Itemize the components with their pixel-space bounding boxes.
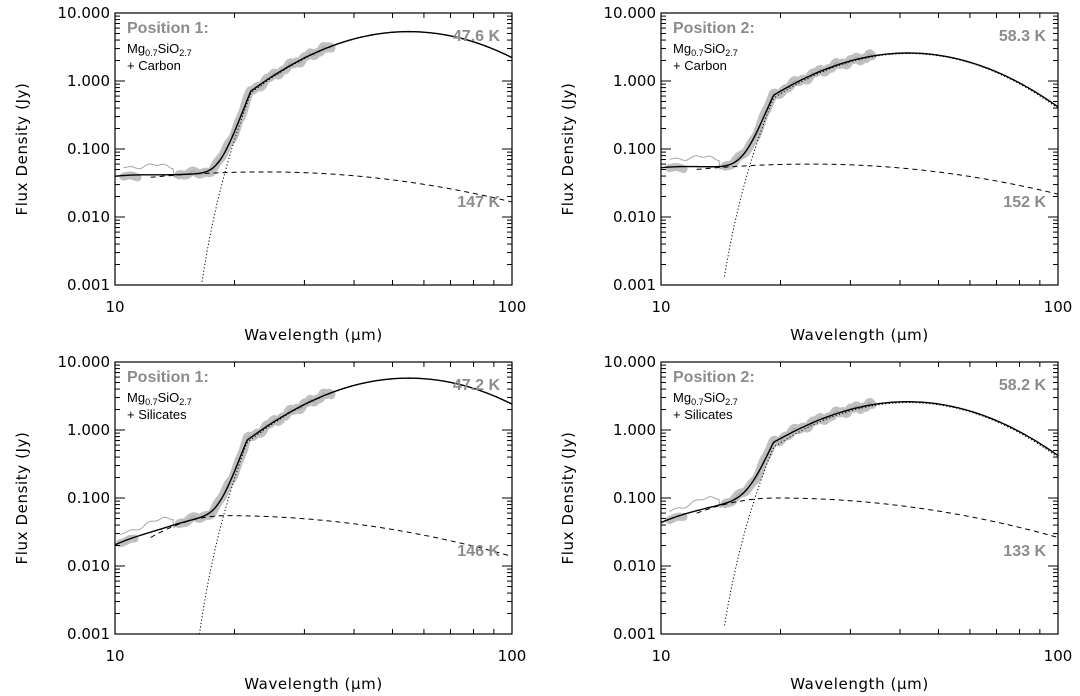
- x-tick-label: 100: [498, 647, 527, 665]
- x-axis-title: Wavelength (μm): [244, 326, 383, 344]
- composition-label: Mg0.7SiO2.7: [127, 390, 192, 407]
- y-tick-label: 10.000: [58, 4, 111, 22]
- y-tick-label: 1.000: [67, 72, 110, 90]
- y-tick-label: 0.100: [613, 489, 656, 507]
- y-axis-title: Flux Density (Jy): [13, 432, 31, 565]
- panel-position-label: Position 1:: [127, 20, 209, 37]
- plot-area: [115, 30, 512, 282]
- y-axis-title: Flux Density (Jy): [559, 83, 577, 216]
- y-tick-label: 0.100: [67, 140, 110, 158]
- composition-label-line2: + Silicates: [127, 407, 187, 422]
- x-axis-title: Wavelength (μm): [790, 326, 929, 344]
- cold-temperature-label: 47.6 K: [453, 28, 501, 45]
- y-tick-label: 0.100: [67, 489, 110, 507]
- composition-part: Mg: [127, 390, 145, 405]
- composition-subscript: 0.7: [145, 397, 158, 407]
- y-axis-title: Flux Density (Jy): [13, 83, 31, 216]
- composition-part: Mg: [673, 41, 691, 56]
- plot-area: [661, 397, 1058, 626]
- y-tick-label: 0.010: [67, 557, 110, 575]
- x-tick-label: 10: [105, 647, 124, 665]
- composition-label-line2: + Carbon: [127, 58, 181, 73]
- cold-component-line: [201, 31, 512, 282]
- panel-1: 0.001 0.010 0.100 1.000 10.000 10 100 Wavelengt…: [13, 4, 526, 344]
- x-tick-label: 10: [651, 298, 670, 316]
- plot-area: [661, 49, 1058, 277]
- panel-3: 0.001 0.010 0.100 1.000 10.000 10 100 Wavelengt…: [13, 353, 526, 693]
- y-tick-label: 10.000: [58, 353, 111, 371]
- x-tick-label: 10: [651, 647, 670, 665]
- y-tick-label: 0.100: [613, 140, 656, 158]
- y-tick-label: 0.001: [67, 625, 110, 643]
- warm-temperature-label: 152 K: [1003, 194, 1046, 211]
- composition-subscript: 2.7: [725, 48, 738, 58]
- cold-component-line: [724, 53, 1058, 277]
- composition-label: Mg0.7SiO2.7: [673, 390, 738, 407]
- composition-part: SiO: [158, 41, 180, 56]
- composition-label: Mg0.7SiO2.7: [127, 41, 192, 58]
- y-tick-label: 0.001: [613, 276, 656, 294]
- y-tick-label: 0.010: [67, 208, 110, 226]
- x-axis-title: Wavelength (μm): [244, 675, 383, 693]
- y-tick-label: 0.001: [67, 276, 110, 294]
- panel-position-label: Position 2:: [673, 20, 755, 37]
- warm-temperature-label: 147 K: [457, 194, 500, 211]
- composition-part: Mg: [673, 390, 691, 405]
- y-axis-title: Flux Density (Jy): [559, 432, 577, 565]
- x-tick-label: 100: [1044, 647, 1073, 665]
- composition-subscript: 0.7: [691, 48, 704, 58]
- composition-part: Mg: [127, 41, 145, 56]
- composition-label-line2: + Carbon: [673, 58, 727, 73]
- x-tick-label: 10: [105, 298, 124, 316]
- cold-component-line: [198, 377, 512, 634]
- plot-area: [115, 377, 512, 634]
- panel-position-label: Position 2:: [673, 369, 755, 386]
- warm-temperature-label: 133 K: [1003, 543, 1046, 560]
- panel-position-label: Position 1:: [127, 369, 209, 386]
- panel-4: 0.001 0.010 0.100 1.000 10.000 10 100 Wavelengt…: [559, 353, 1072, 693]
- warm-temperature-label: 146 K: [457, 543, 500, 560]
- warm-component-line: [150, 171, 512, 203]
- composition-subscript: 2.7: [179, 397, 192, 407]
- y-tick-label: 1.000: [613, 421, 656, 439]
- composition-subscript: 2.7: [725, 397, 738, 407]
- y-tick-label: 0.001: [613, 625, 656, 643]
- y-tick-label: 10.000: [604, 4, 657, 22]
- x-tick-label: 100: [1044, 298, 1073, 316]
- warm-component-line: [150, 515, 512, 557]
- composition-subscript: 0.7: [691, 397, 704, 407]
- y-tick-label: 1.000: [613, 72, 656, 90]
- composition-label: Mg0.7SiO2.7: [673, 41, 738, 58]
- x-axis-title: Wavelength (μm): [790, 675, 929, 693]
- y-tick-label: 0.010: [613, 557, 656, 575]
- y-tick-label: 0.010: [613, 208, 656, 226]
- composition-part: SiO: [704, 41, 726, 56]
- total-model-line: [115, 377, 512, 546]
- composition-part: SiO: [158, 390, 180, 405]
- total-model-line: [661, 401, 1058, 524]
- composition-subscript: 2.7: [179, 48, 192, 58]
- composition-part: SiO: [704, 390, 726, 405]
- spectrum-band: [174, 388, 336, 529]
- composition-label-line2: + Silicates: [673, 407, 733, 422]
- warm-component-line: [696, 497, 1058, 538]
- total-model-line: [661, 52, 1058, 169]
- cold-temperature-label: 47.2 K: [453, 377, 501, 394]
- panel-2: 0.001 0.010 0.100 1.000 10.000 10 100 Wavelengt…: [559, 4, 1072, 344]
- cold-temperature-label: 58.2 K: [999, 377, 1047, 394]
- total-model-line: [115, 30, 512, 177]
- cold-temperature-label: 58.3 K: [999, 28, 1047, 45]
- composition-subscript: 0.7: [145, 48, 158, 58]
- y-tick-label: 10.000: [604, 353, 657, 371]
- x-tick-label: 100: [498, 298, 527, 316]
- y-tick-label: 1.000: [67, 421, 110, 439]
- spectrum-band: [174, 42, 336, 180]
- warm-component-line: [696, 163, 1058, 195]
